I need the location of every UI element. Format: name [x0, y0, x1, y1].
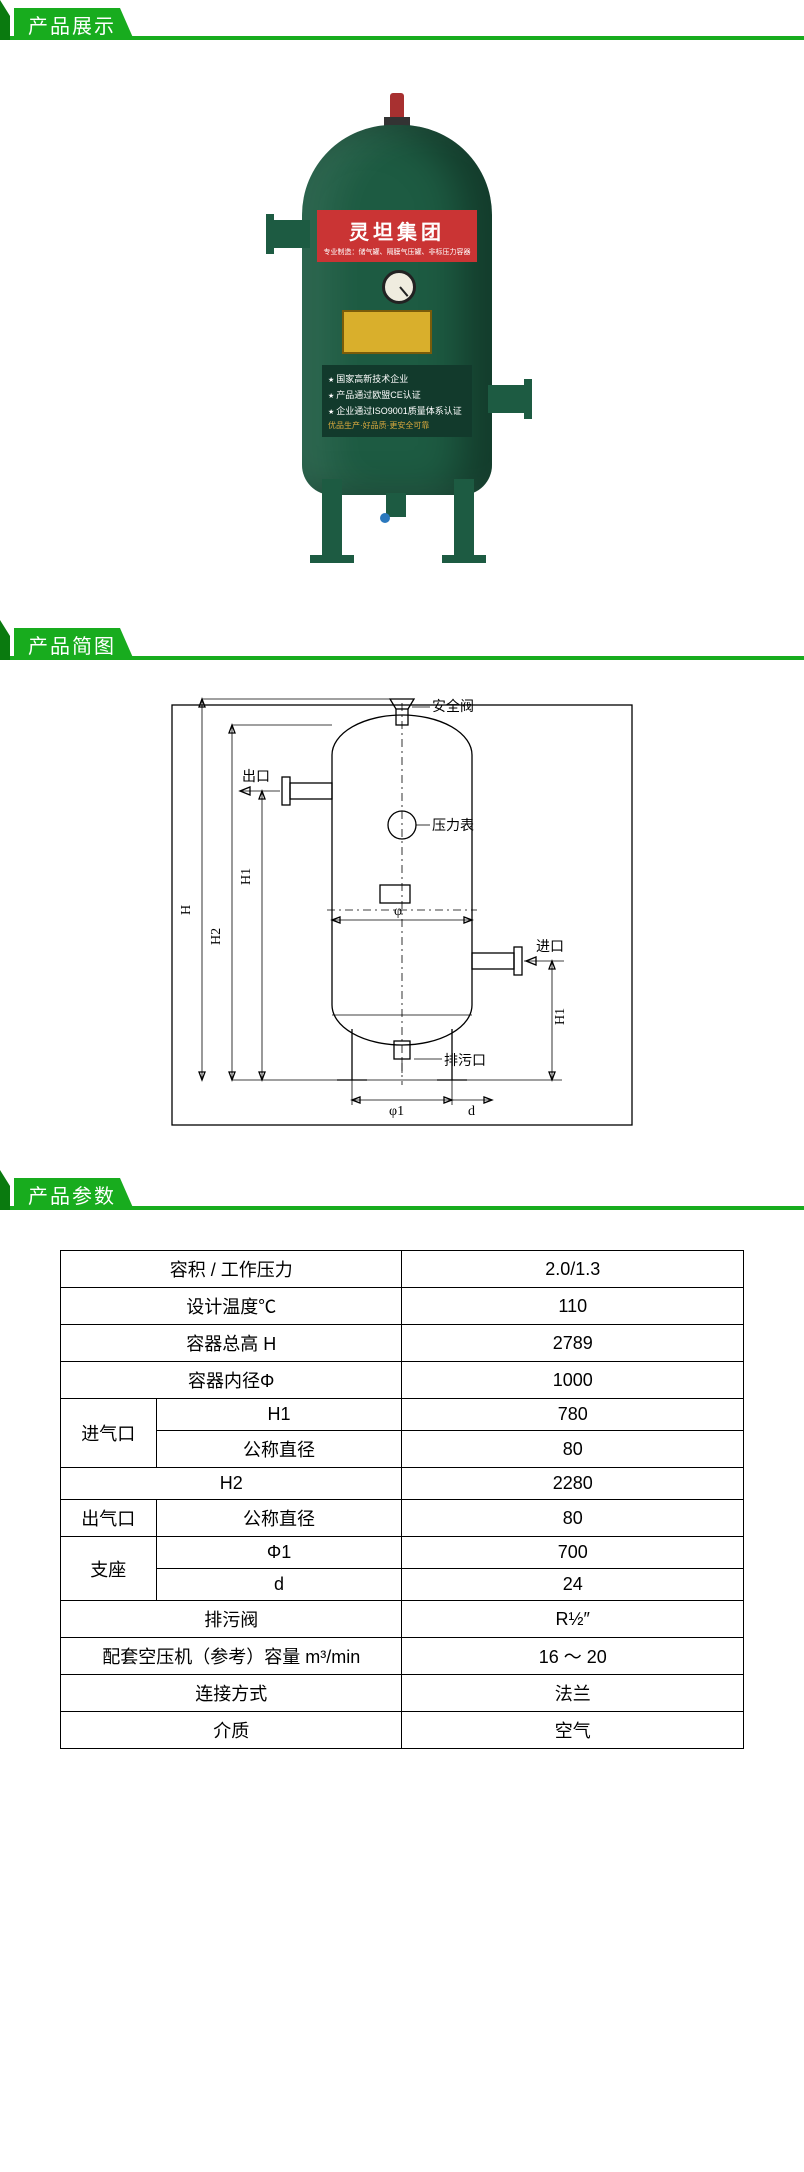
section-header-schematic: 产品简图	[0, 620, 804, 660]
param-value: R½″	[402, 1601, 744, 1638]
pressure-gauge-icon	[382, 270, 416, 304]
label-pressure: 压力表	[432, 818, 474, 834]
param-value: 法兰	[402, 1675, 744, 1712]
table-row: 进气口H1780	[61, 1399, 744, 1431]
param-sublabel: Φ1	[156, 1537, 402, 1569]
table-row: 连接方式法兰	[61, 1675, 744, 1712]
label-inlet: 进口	[536, 939, 564, 955]
accent-bar	[0, 1170, 10, 1210]
table-row: 容器内径Φ1000	[61, 1362, 744, 1399]
header-text: 产品参数	[28, 1180, 116, 1209]
table-row: H22280	[61, 1468, 744, 1500]
param-value: 2280	[402, 1468, 744, 1500]
param-label: 介质	[61, 1712, 402, 1749]
param-sublabel: 公称直径	[156, 1431, 402, 1468]
label-h: H	[179, 905, 194, 915]
table-row: 容积 / 工作压力2.0/1.3	[61, 1251, 744, 1288]
schematic-block: 安全阀 出口 压力表 φ 进口 排污口	[0, 660, 804, 1170]
label-d: d	[468, 1104, 475, 1119]
param-group: 支座	[61, 1537, 157, 1601]
param-label: 容器总高 H	[61, 1325, 402, 1362]
param-label: 设计温度℃	[61, 1288, 402, 1325]
foot-left	[310, 555, 354, 563]
flange-right	[488, 385, 524, 413]
param-value: 780	[402, 1399, 744, 1431]
accent-bar	[0, 0, 10, 40]
inlet-pipe	[472, 953, 514, 969]
param-value: 700	[402, 1537, 744, 1569]
brand-sub: 专业制造：储气罐、隔膜气压罐、非标压力容器	[324, 247, 471, 257]
param-group: 进气口	[61, 1399, 157, 1468]
label-h1r: H1	[553, 1008, 568, 1025]
param-sublabel: 公称直径	[156, 1500, 402, 1537]
table-row: 公称直径80	[61, 1431, 744, 1468]
param-value: 空气	[402, 1712, 744, 1749]
table-row: 容器总高 H2789	[61, 1325, 744, 1362]
table-row: 介质空气	[61, 1712, 744, 1749]
param-label: 容积 / 工作压力	[61, 1251, 402, 1288]
label-yellow	[342, 310, 432, 354]
dark-gold: 优品生产·好品质·更安全可靠	[328, 420, 466, 431]
dark-line-1: 国家高新技术企业	[328, 372, 466, 385]
param-value: 1000	[402, 1362, 744, 1399]
param-table-wrap: 容积 / 工作压力2.0/1.3设计温度℃110容器总高 H2789容器内径Φ1…	[0, 1210, 804, 1779]
header-badge: 产品展示	[14, 8, 134, 40]
param-label: 排污阀	[61, 1601, 402, 1638]
param-value: 24	[402, 1569, 744, 1601]
foot-right	[442, 555, 486, 563]
header-badge: 产品简图	[14, 628, 134, 660]
param-value: 110	[402, 1288, 744, 1325]
dark-line-2: 产品通过欧盟CE认证	[328, 388, 466, 401]
label-red: 灵坦集团 专业制造：储气罐、隔膜气压罐、非标压力容器	[317, 210, 477, 262]
label-safety: 安全阀	[432, 698, 474, 715]
header-text: 产品展示	[28, 10, 116, 39]
param-value: 80	[402, 1500, 744, 1537]
section-header-display: 产品展示	[0, 0, 804, 40]
label-phi1: φ1	[389, 1104, 404, 1119]
table-row: 设计温度℃110	[61, 1288, 744, 1325]
label-outlet: 出口	[242, 769, 270, 785]
param-value: 2789	[402, 1325, 744, 1362]
label-h2: H2	[209, 928, 224, 945]
param-label: 配套空压机（参考）容量 m³/min	[61, 1638, 402, 1675]
param-sublabel: H1	[156, 1399, 402, 1431]
table-row: 出气口公称直径80	[61, 1500, 744, 1537]
param-label: H2	[61, 1468, 402, 1500]
leg-left	[322, 479, 342, 559]
param-value: 16 ～ 20	[402, 1638, 744, 1675]
table-row: 支座Φ1700	[61, 1537, 744, 1569]
param-group: 出气口	[61, 1500, 157, 1537]
header-badge: 产品参数	[14, 1178, 134, 1210]
param-table: 容积 / 工作压力2.0/1.3设计温度℃110容器总高 H2789容器内径Φ1…	[60, 1250, 744, 1749]
dark-line-3: 企业通过ISO9001质量体系认证	[328, 404, 466, 417]
table-row: d24	[61, 1569, 744, 1601]
label-phi: φ	[394, 904, 402, 919]
param-value: 2.0/1.3	[402, 1251, 744, 1288]
label-h1: H1	[239, 868, 254, 885]
flange-left	[274, 220, 310, 248]
table-row: 配套空压机（参考）容量 m³/min16 ～ 20	[61, 1638, 744, 1675]
section-header-params: 产品参数	[0, 1170, 804, 1210]
table-row: 排污阀R½″	[61, 1601, 744, 1638]
product-illustration: 灵坦集团 专业制造：储气罐、隔膜气压罐、非标压力容器 国家高新技术企业 产品通过…	[202, 65, 602, 595]
param-label: 容器内径Φ	[61, 1362, 402, 1399]
product-display-block: 灵坦集团 专业制造：储气罐、隔膜气压罐、非标压力容器 国家高新技术企业 产品通过…	[0, 40, 804, 620]
label-drain: 排污口	[444, 1053, 486, 1069]
header-text: 产品简图	[28, 630, 116, 659]
param-value: 80	[402, 1431, 744, 1468]
label-dark: 国家高新技术企业 产品通过欧盟CE认证 企业通过ISO9001质量体系认证 优品…	[322, 365, 472, 437]
schematic-svg: 安全阀 出口 压力表 φ 进口 排污口	[132, 685, 672, 1145]
leg-right	[454, 479, 474, 559]
param-label: 连接方式	[61, 1675, 402, 1712]
param-sublabel: d	[156, 1569, 402, 1601]
brand-text: 灵坦集团	[349, 216, 445, 245]
accent-bar	[0, 620, 10, 660]
outlet-pipe	[290, 783, 332, 799]
drain	[386, 493, 406, 517]
